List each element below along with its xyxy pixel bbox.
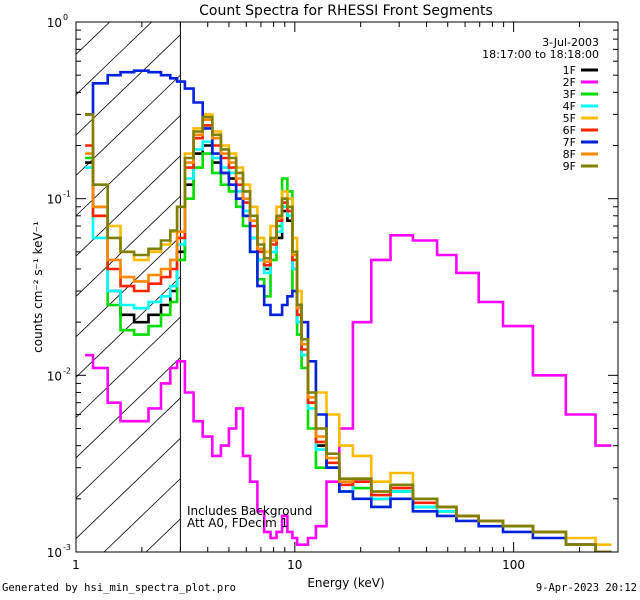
background-hatch-region [76, 22, 181, 552]
footer-timestamp: 9-Apr-2023 20:12 [535, 582, 637, 594]
y-tick-exponent: -3 [63, 543, 71, 552]
date-label: 3-Jul-2003 [542, 36, 599, 49]
y-tick-label: 10 [47, 16, 62, 30]
footer-generated-by: Generated by hsi_min_spectra_plot.pro [2, 582, 236, 594]
annotation-line-1: Includes Background [187, 504, 312, 518]
hatch-line [76, 155, 181, 257]
legend-label-9F: 9F [563, 160, 576, 173]
series-line-7F [85, 69, 612, 552]
x-tick-label: 100 [502, 558, 525, 572]
legend-label-2F: 2F [563, 76, 576, 89]
legend-label-5F: 5F [563, 112, 576, 125]
hatch-line [76, 74, 181, 176]
y-tick-exponent: -1 [63, 190, 71, 199]
hatch-line [76, 397, 181, 499]
hatch-line [76, 437, 181, 540]
hatch-line [76, 316, 181, 419]
legend-label-3F: 3F [563, 88, 576, 101]
time-range-label: 18:17:00 to 18:18:00 [482, 48, 599, 61]
y-tick-label: 10 [47, 546, 62, 560]
y-axis-label: counts cm⁻² s⁻¹ keV⁻¹ [31, 221, 45, 353]
legend-label-1F: 1F [563, 64, 576, 77]
series-line-2F [85, 234, 612, 546]
y-tick-label: 10 [47, 369, 62, 383]
series-layer [85, 69, 612, 552]
hatch-line [76, 195, 181, 298]
series-line-9F [85, 113, 612, 552]
legend-label-4F: 4F [563, 100, 576, 113]
x-tick-labels: 1 10 100 [72, 558, 525, 572]
y-tick-exponent: -2 [63, 366, 71, 375]
x-axis-label: Energy (keV) [307, 576, 384, 590]
annotation-line-2: Att A0, FDecim 1 [187, 516, 288, 530]
y-tick-label: 10 [47, 193, 62, 207]
hatch-line [76, 357, 181, 459]
x-tick-label: 10 [287, 558, 302, 572]
chart-title: Count Spectra for RHESSI Front Segments [199, 3, 493, 19]
x-tick-label: 1 [72, 558, 80, 572]
y-tick-exponent: 0 [63, 13, 68, 22]
hatch-line [76, 22, 111, 55]
axis-ticks [75, 21, 619, 553]
plot-frame [75, 21, 619, 553]
hatch-line [76, 276, 181, 378]
hatch-line [76, 34, 181, 136]
legend-label-8F: 8F [563, 148, 576, 161]
legend-label-7F: 7F [563, 136, 576, 149]
legend-label-6F: 6F [563, 124, 576, 137]
hatch-line [76, 235, 181, 338]
hatch-line [76, 22, 153, 96]
